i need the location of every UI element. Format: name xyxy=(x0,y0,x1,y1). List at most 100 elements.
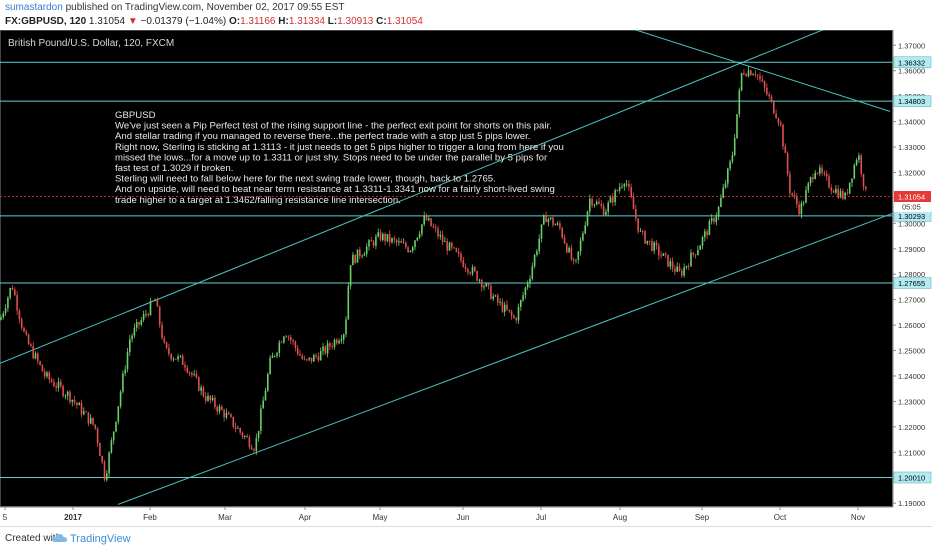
close-value: 1.31054 xyxy=(386,16,423,27)
y-tick-label-0: 1.19000 xyxy=(898,499,925,508)
candle-body-321 xyxy=(738,90,741,115)
y-tick-label-15: 1.34000 xyxy=(898,118,925,127)
candle-body-31 xyxy=(71,399,74,402)
candle-body-114 xyxy=(262,400,264,409)
author-link[interactable]: sumastardon xyxy=(5,2,63,13)
candle-body-37 xyxy=(85,411,87,413)
candle-body-12 xyxy=(27,334,30,345)
candle-body-65 xyxy=(149,300,152,316)
x-tick-label-5: May xyxy=(372,513,387,522)
candle-body-36 xyxy=(83,411,85,415)
candle-body-205 xyxy=(471,267,474,274)
candle-body-266 xyxy=(612,197,614,203)
candle-body-7 xyxy=(16,295,18,311)
candle-body-282 xyxy=(648,240,651,242)
level-tag-0 xyxy=(893,56,932,69)
candle-body-157 xyxy=(361,255,363,257)
candle-body-56 xyxy=(129,339,131,352)
candle-body-159 xyxy=(365,246,368,254)
candle-body-23 xyxy=(53,381,55,387)
created-with-text: Created with xyxy=(5,533,62,544)
candle-body-357 xyxy=(821,167,823,173)
candle-body-232 xyxy=(533,254,536,267)
level-tag-label-1: 1.34803 xyxy=(898,97,925,106)
x-tick-label-7: Jul xyxy=(536,513,546,522)
candle-body-57 xyxy=(131,335,133,340)
candle-body-13 xyxy=(30,344,32,346)
candle-body-108 xyxy=(248,437,251,448)
candle-body-203 xyxy=(467,268,469,273)
candle-body-106 xyxy=(244,436,246,437)
last-price-label: 1.31054 xyxy=(898,193,925,202)
candle-body-181 xyxy=(416,237,419,241)
candle-body-298 xyxy=(685,266,688,268)
candle-body-208 xyxy=(478,279,481,281)
candle-body-207 xyxy=(476,271,478,281)
level-tag-label-3: 1.27655 xyxy=(898,279,925,288)
candle-body-216 xyxy=(497,295,499,303)
candle-body-228 xyxy=(524,287,527,296)
candle-body-262 xyxy=(602,206,605,215)
x-tick-label-3: Mar xyxy=(218,513,232,522)
candle-body-84 xyxy=(193,374,195,375)
tradingview-brand[interactable]: TradingView xyxy=(70,533,131,545)
candle-body-150 xyxy=(345,319,347,335)
candle-body-127 xyxy=(292,340,294,342)
candle-body-244 xyxy=(561,227,563,238)
candle-body-71 xyxy=(163,338,166,343)
candle-body-351 xyxy=(807,183,810,191)
y-tick-label-3: 1.22000 xyxy=(898,423,925,432)
candle-body-366 xyxy=(842,191,844,199)
price-chart[interactable]: British Pound/U.S. Dollar, 120, FXCM GBP… xyxy=(0,24,932,526)
candle-body-182 xyxy=(418,233,421,238)
candle-body-75 xyxy=(172,358,175,360)
candle-body-184 xyxy=(423,215,425,225)
candle-body-362 xyxy=(832,190,835,193)
candle-body-239 xyxy=(549,217,552,219)
candle-body-233 xyxy=(536,251,538,255)
time-axis[interactable]: 5 2017 Feb Mar Apr May Jun Jul Aug Sep Oct Nov xyxy=(3,507,865,522)
candle-body-297 xyxy=(683,267,685,276)
candle-body-44 xyxy=(101,455,103,463)
candle-body-118 xyxy=(271,355,274,358)
x-tick-label-9: Sep xyxy=(695,513,710,522)
lower-channel-line xyxy=(117,210,901,505)
candle-body-82 xyxy=(188,372,191,374)
candle-body-170 xyxy=(391,238,393,243)
countdown-label: 05:05 xyxy=(902,203,921,212)
level-tag-4 xyxy=(893,471,932,484)
candle-body-221 xyxy=(508,309,511,312)
candle-body-371 xyxy=(853,164,856,179)
candle-body-102 xyxy=(234,426,237,429)
candle-body-27 xyxy=(62,386,64,397)
candle-body-249 xyxy=(572,259,575,261)
candle-body-338 xyxy=(777,118,780,123)
candle-body-125 xyxy=(287,336,290,338)
candle-body-162 xyxy=(372,241,375,246)
candle-body-359 xyxy=(825,173,828,177)
candle-body-145 xyxy=(333,339,336,347)
candle-body-280 xyxy=(644,230,646,244)
candle-body-331 xyxy=(761,79,764,82)
candle-body-178 xyxy=(409,250,412,252)
candle-body-77 xyxy=(177,356,179,360)
candle-body-370 xyxy=(851,178,853,183)
y-tick-label-2: 1.21000 xyxy=(898,448,925,457)
candle-body-160 xyxy=(368,240,370,247)
candle-body-274 xyxy=(630,187,632,198)
candle-body-177 xyxy=(407,247,409,252)
candle-body-10 xyxy=(23,327,25,332)
candle-body-238 xyxy=(547,218,550,223)
candle-body-141 xyxy=(324,346,327,354)
candle-body-342 xyxy=(786,153,789,175)
chart-area[interactable]: British Pound/U.S. Dollar, 120, FXCM GBP… xyxy=(0,24,932,526)
candle-body-358 xyxy=(823,172,826,174)
candle-body-315 xyxy=(724,183,727,188)
candle-body-222 xyxy=(510,311,513,316)
candle-body-229 xyxy=(526,283,529,288)
candle-body-309 xyxy=(710,218,713,221)
candle-body-154 xyxy=(354,254,356,263)
y-tick-label-17: 1.36000 xyxy=(898,67,925,76)
candle-body-46 xyxy=(106,473,108,480)
candle-body-112 xyxy=(257,430,260,438)
